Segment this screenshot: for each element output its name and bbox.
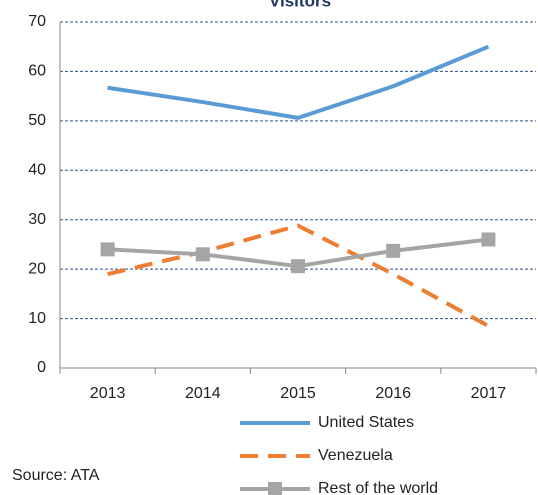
marker	[481, 232, 496, 247]
legend-label: Rest of the world	[318, 480, 438, 495]
y-tick-label: 40	[28, 162, 46, 179]
y-tick-label: 0	[37, 359, 46, 376]
x-tick-label: 2013	[90, 385, 126, 402]
legend-label: Venezuela	[318, 447, 393, 464]
marker	[291, 259, 305, 274]
x-tick-label: 2016	[375, 385, 411, 402]
series-line	[107, 44, 490, 120]
y-tick-label: 60	[28, 63, 46, 80]
x-tick-label: 2015	[280, 385, 316, 402]
source-note: Source: ATA	[12, 467, 100, 484]
series-line	[107, 223, 490, 328]
y-tick-label: 10	[28, 310, 46, 327]
y-tick-label: 50	[28, 112, 46, 129]
marker	[195, 247, 210, 262]
y-tick-label: 20	[28, 260, 46, 277]
chart-title: Visitors	[269, 0, 331, 10]
legend-marker	[268, 482, 282, 495]
y-tick-label: 30	[28, 211, 46, 228]
marker	[386, 243, 401, 258]
y-tick-label: 70	[28, 13, 46, 30]
legend-label: United States	[318, 414, 414, 431]
x-tick-label: 2014	[185, 385, 221, 402]
marker	[100, 242, 115, 257]
x-tick-label: 2017	[471, 385, 507, 402]
